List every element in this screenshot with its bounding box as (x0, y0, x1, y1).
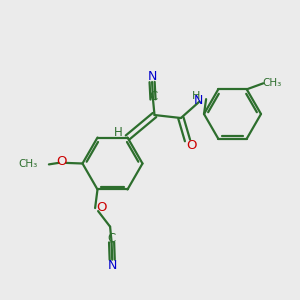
Text: O: O (186, 139, 196, 152)
Text: N: N (107, 259, 117, 272)
Text: C: C (149, 90, 157, 103)
Text: H: H (113, 126, 122, 139)
Text: C: C (107, 232, 116, 245)
Text: O: O (56, 155, 67, 168)
Text: CH₃: CH₃ (19, 159, 38, 169)
Text: O: O (97, 201, 107, 214)
Text: H: H (192, 91, 200, 101)
Text: CH₃: CH₃ (262, 78, 281, 88)
Text: N: N (194, 94, 204, 106)
Text: N: N (147, 70, 157, 83)
